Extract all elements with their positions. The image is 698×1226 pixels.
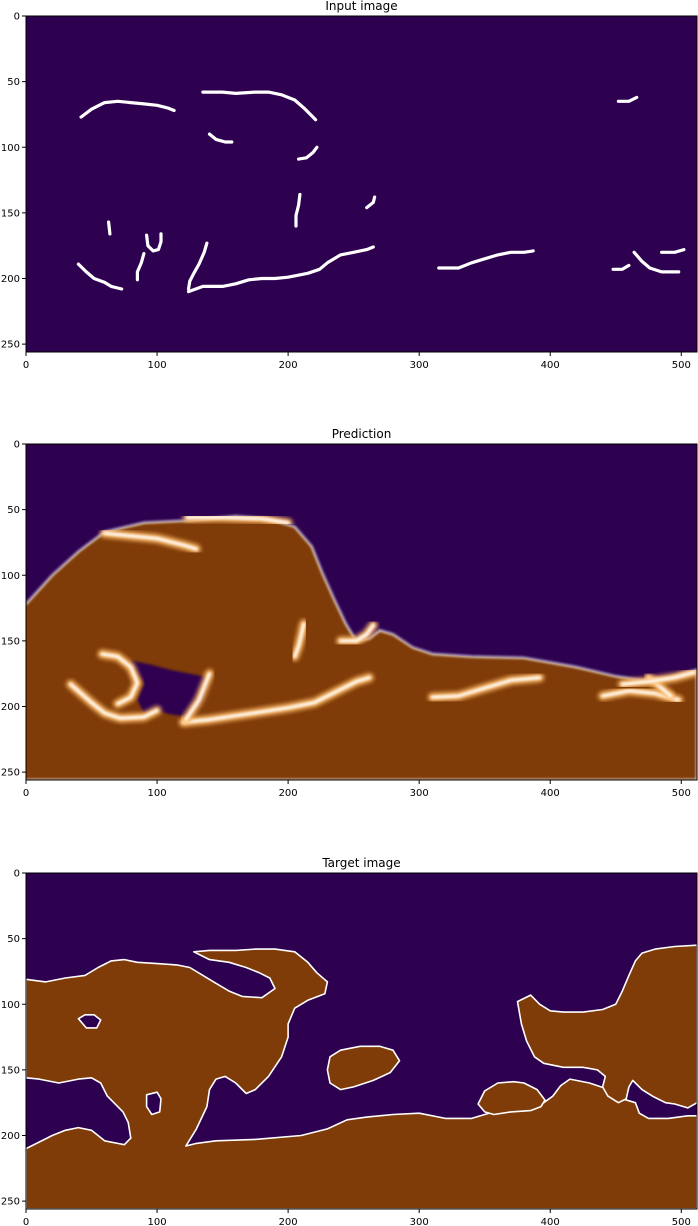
y-tick-label: 250 — [1, 340, 20, 351]
prediction-edge-core — [184, 672, 211, 722]
stroke-layer — [76, 90, 686, 294]
y-tick-label: 50 — [7, 77, 20, 88]
target-region — [477, 1080, 546, 1116]
x-tick-label: 300 — [410, 1217, 429, 1226]
predicted-hole — [172, 693, 186, 711]
y-tick-label: 200 — [1, 1131, 20, 1142]
x-tick-label: 100 — [148, 788, 167, 799]
input-stroke — [186, 245, 375, 294]
target-hole — [77, 1014, 102, 1029]
y-tick-label: 50 — [7, 934, 20, 945]
y-tick-label: 0 — [14, 440, 20, 451]
target-region — [516, 944, 697, 1109]
tick-layer: 0 100 200 300 400 500 0 50 100 150 200 250 — [1, 869, 691, 1226]
prediction-edge-core — [100, 652, 139, 706]
x-tick-label: 300 — [410, 788, 429, 799]
x-tick-label: 300 — [410, 360, 429, 371]
target-region — [326, 1045, 401, 1091]
prediction-edge-core — [69, 682, 159, 720]
x-tick-label: 500 — [672, 788, 691, 799]
y-tick-label: 200 — [1, 702, 20, 713]
input-stroke — [294, 192, 302, 228]
tick-layer: 0 100 200 300 400 500 0 50 100 150 200 250 — [1, 440, 691, 800]
x-tick-label: 200 — [279, 360, 298, 371]
y-tick-label: 100 — [1, 1000, 20, 1011]
input-stroke — [186, 241, 209, 291]
input-stroke — [437, 249, 535, 270]
input-stroke — [145, 232, 163, 253]
y-tick-label: 100 — [1, 571, 20, 582]
y-tick-label: 50 — [7, 505, 20, 516]
axes-frame — [25, 872, 698, 1210]
y-tick-label: 100 — [1, 143, 20, 154]
x-tick-label: 400 — [541, 360, 560, 371]
input-stroke — [659, 248, 686, 254]
y-tick-label: 250 — [1, 768, 20, 779]
axes-frame — [25, 15, 698, 353]
panel-title: Input image — [325, 0, 397, 13]
x-tick-label: 500 — [672, 1217, 691, 1226]
y-tick-label: 150 — [1, 1065, 20, 1076]
x-tick-label: 400 — [541, 1217, 560, 1226]
x-tick-label: 100 — [148, 1217, 167, 1226]
input-stroke — [135, 252, 146, 282]
target-hole — [145, 1091, 162, 1116]
input-stroke — [106, 220, 112, 236]
prediction-edge-core — [185, 516, 290, 525]
region-layer — [26, 944, 697, 1209]
input-stroke — [611, 263, 631, 271]
predicted-hole — [130, 660, 210, 717]
axes-frame — [25, 443, 698, 781]
panel-title: Prediction — [332, 427, 392, 441]
x-tick-label: 0 — [23, 360, 29, 371]
x-tick-label: 0 — [23, 788, 29, 799]
panel-title: Target image — [321, 856, 400, 870]
x-tick-label: 500 — [672, 360, 691, 371]
panel-target: Target image 0 100 200 300 400 500 0 50 100 150 20… — [1, 856, 698, 1226]
input-stroke — [365, 195, 377, 210]
y-tick-label: 250 — [1, 1197, 20, 1208]
prediction-edge-core — [430, 676, 542, 699]
x-tick-label: 0 — [23, 1217, 29, 1226]
tick-layer: 0 100 200 300 400 500 0 50 100 150 200 250 — [1, 12, 691, 372]
input-stroke — [297, 145, 319, 161]
y-tick-label: 150 — [1, 636, 20, 647]
input-stroke — [76, 262, 124, 291]
prediction-edge-core — [620, 670, 696, 686]
prediction-edge-core — [293, 622, 306, 659]
prediction-edge-core — [103, 531, 198, 551]
x-tick-label: 100 — [148, 360, 167, 371]
input-stroke — [632, 250, 681, 274]
heatmap-background — [26, 16, 697, 352]
y-tick-label: 0 — [14, 12, 20, 23]
x-tick-label: 200 — [279, 788, 298, 799]
prediction-edge-core — [181, 676, 371, 724]
target-region — [26, 948, 697, 1209]
x-tick-label: 200 — [279, 1217, 298, 1226]
input-stroke — [201, 90, 318, 122]
input-stroke — [207, 132, 234, 144]
y-tick-label: 0 — [14, 869, 20, 880]
x-tick-label: 400 — [541, 788, 560, 799]
panel-prediction: Prediction 0 100 200 300 400 500 0 50 100 150 200 2… — [1, 427, 698, 800]
panel-input: Input image 0 100 200 300 400 500 0 50 100 150 200… — [1, 0, 698, 372]
edge-layer — [66, 513, 697, 727]
y-tick-label: 200 — [1, 274, 20, 285]
prediction-edge-core — [339, 623, 375, 643]
input-stroke — [616, 95, 639, 103]
input-stroke — [79, 99, 176, 119]
y-tick-label: 150 — [1, 208, 20, 219]
